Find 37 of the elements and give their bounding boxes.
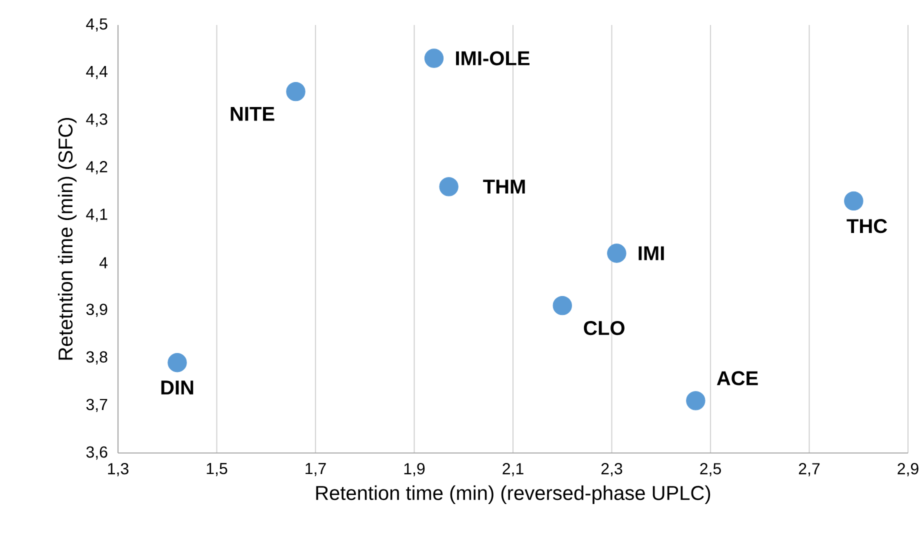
x-tick-label: 1,9	[404, 463, 425, 476]
point	[286, 82, 306, 102]
y-tick-label: 3,7	[86, 398, 108, 412]
annotation: THM	[483, 180, 525, 194]
point	[686, 391, 706, 410]
y-tick-label: 4	[99, 257, 108, 268]
y-tick-label: 3,8	[86, 351, 108, 364]
x-tick-label: 2,5	[700, 463, 721, 476]
x-axis-title: Retention time (min) (reversed-phase UPLC)	[316, 485, 710, 504]
y-tick-label: 3,6	[86, 446, 108, 460]
point	[552, 296, 572, 316]
x-tick-label: 2,7	[798, 463, 820, 476]
annotation: THC	[846, 218, 888, 234]
annotation: DIN	[161, 380, 194, 394]
annotation: ACE	[716, 371, 758, 386]
point	[844, 191, 864, 211]
point	[168, 353, 187, 372]
x-tick-label: 1,3	[108, 463, 128, 476]
point	[439, 177, 458, 196]
y-tick-label: 4,2	[86, 161, 108, 174]
y-tick-label: 4,3	[86, 114, 108, 127]
y-tick-label: 4,5	[86, 18, 108, 32]
annotation: IMI	[638, 246, 664, 260]
x-tick-label: 1,5	[206, 463, 228, 476]
point	[424, 48, 444, 68]
x-tick-label: 1,7	[306, 463, 326, 476]
annotation: IMI-OLE	[456, 51, 530, 66]
y-tick-label: 4,4	[86, 66, 108, 80]
x-tick-label: 2,9	[898, 463, 918, 476]
x-tick-label: 2,3	[601, 463, 622, 476]
y-tick-label: 4,1	[86, 208, 108, 222]
annotation: NITE	[230, 106, 274, 121]
x-tick-label: 2,1	[502, 463, 524, 476]
y-tick-label: 3,9	[86, 304, 108, 317]
point	[607, 244, 626, 263]
y-axis-title: Retetntion time (min) (SFC)	[58, 118, 77, 360]
annotation: CLO	[584, 320, 624, 336]
